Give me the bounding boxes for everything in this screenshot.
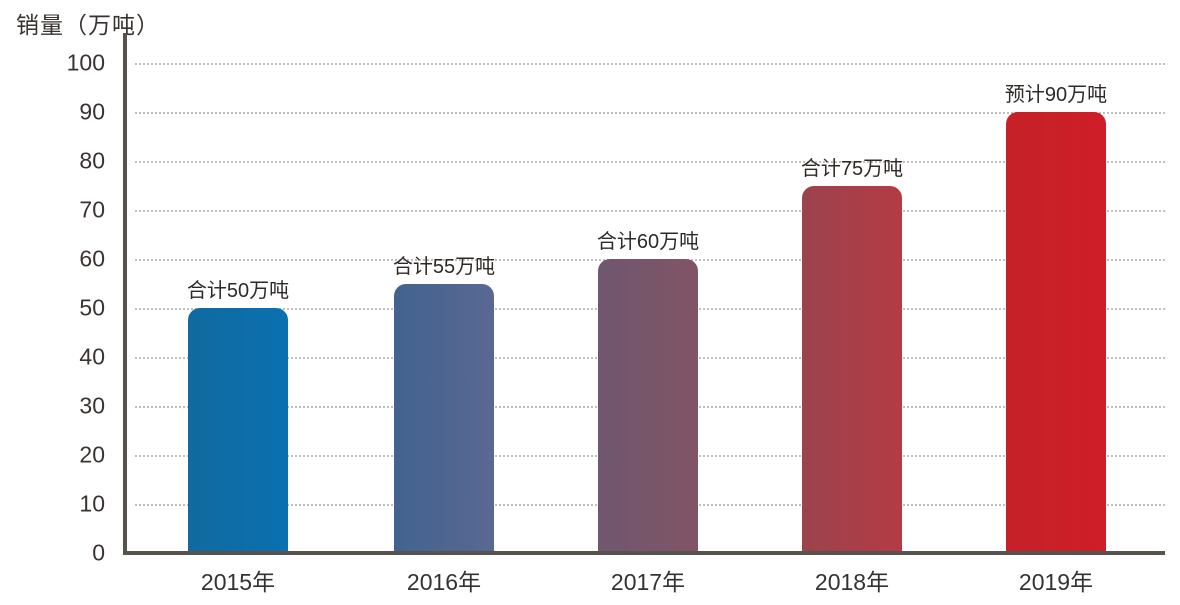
y-tick-label: 10 (79, 490, 105, 517)
bar-value-label: 合计50万吨 (186, 280, 290, 302)
bar-value-label: 合计60万吨 (596, 231, 700, 253)
gridline-100 (135, 63, 1165, 65)
y-axis-line (123, 33, 127, 555)
x-tick-label: 2015年 (200, 569, 276, 595)
bar-value-label: 预计90万吨 (1004, 84, 1108, 106)
bar-2017年 (598, 259, 698, 551)
y-tick-label: 80 (79, 147, 105, 174)
y-tick-label: 20 (79, 441, 105, 468)
y-tick-label: 40 (79, 343, 105, 370)
y-tick-label: 60 (79, 245, 105, 272)
x-tick-label: 2019年 (1018, 569, 1094, 595)
y-axis-title: 销量（万吨） (16, 12, 160, 38)
x-tick-label: 2016年 (406, 569, 482, 595)
y-tick-label: 90 (79, 98, 105, 125)
x-tick-label: 2017年 (610, 569, 686, 595)
bar-2015年 (188, 308, 288, 551)
bar-value-label: 合计55万吨 (392, 255, 496, 278)
y-tick-label: 70 (79, 196, 105, 223)
y-tick-label: 0 (92, 539, 105, 566)
bar-2016年 (394, 283, 494, 551)
gridline-80 (135, 161, 1165, 163)
y-tick-label: 30 (79, 392, 105, 419)
gridline-90 (135, 112, 1165, 114)
bar-value-label: 合计75万吨 (800, 157, 904, 180)
bar-2018年 (802, 185, 902, 551)
y-tick-label: 50 (79, 294, 105, 321)
x-tick-label: 2018年 (814, 569, 890, 595)
gridline-70 (135, 210, 1165, 212)
bar-2019年 (1006, 112, 1106, 551)
y-tick-label: 100 (66, 49, 105, 76)
x-axis-line (123, 551, 1165, 555)
